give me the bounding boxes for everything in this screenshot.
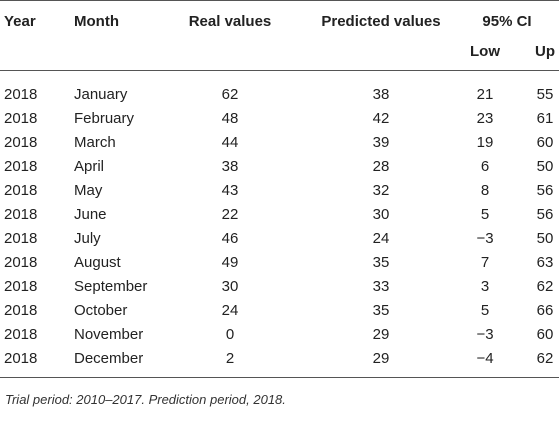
- cell-month: June: [74, 206, 107, 223]
- cell-ci-up: 61: [536, 110, 554, 127]
- cell-year: 2018: [4, 206, 38, 223]
- cell-predicted-value: 24: [372, 230, 390, 247]
- cell-predicted-value: 38: [372, 86, 390, 103]
- cell-predicted-value: 35: [372, 254, 390, 271]
- cell-ci-up: 56: [536, 206, 554, 223]
- cell-ci-low: 8: [480, 182, 490, 199]
- table-footnote: Trial period: 2010–2017. Prediction peri…: [5, 392, 286, 407]
- cell-real-value: 62: [221, 86, 239, 103]
- cell-month: December: [74, 350, 144, 367]
- cell-year: 2018: [4, 350, 38, 367]
- cell-month: May: [74, 182, 103, 199]
- cell-year: 2018: [4, 326, 38, 343]
- cell-month: April: [74, 158, 105, 175]
- cell-ci-up: 55: [536, 86, 554, 103]
- cell-year: 2018: [4, 230, 38, 247]
- cell-year: 2018: [4, 182, 38, 199]
- cell-year: 2018: [4, 134, 38, 151]
- cell-ci-up: 63: [536, 254, 554, 271]
- cell-month: March: [74, 134, 116, 151]
- header-rule: [0, 70, 559, 71]
- header-month: Month: [74, 13, 119, 30]
- cell-ci-up: 60: [536, 134, 554, 151]
- cell-ci-low: 19: [476, 134, 494, 151]
- cell-ci-low: −3: [476, 326, 494, 343]
- cell-ci-up: 62: [536, 278, 554, 295]
- cell-predicted-value: 29: [372, 326, 390, 343]
- cell-ci-low: 21: [476, 86, 494, 103]
- cell-real-value: 0: [225, 326, 235, 343]
- cell-month: August: [74, 254, 121, 271]
- cell-ci-up: 56: [536, 182, 554, 199]
- cell-ci-up: 66: [536, 302, 554, 319]
- cell-month: July: [74, 230, 101, 247]
- cell-month: January: [74, 86, 128, 103]
- cell-real-value: 24: [221, 302, 239, 319]
- header-real-values: Real values: [188, 13, 272, 30]
- cell-real-value: 30: [221, 278, 239, 295]
- header-low: Low: [470, 43, 500, 60]
- cell-ci-low: 5: [480, 206, 490, 223]
- cell-month: February: [74, 110, 135, 127]
- cell-predicted-value: 42: [372, 110, 390, 127]
- header-year: Year: [4, 13, 36, 30]
- top-rule: [0, 0, 559, 1]
- cell-month: October: [74, 302, 128, 319]
- cell-month: November: [74, 326, 144, 343]
- cell-year: 2018: [4, 86, 38, 103]
- cell-predicted-value: 35: [372, 302, 390, 319]
- cell-real-value: 22: [221, 206, 239, 223]
- header-up: Up: [535, 43, 555, 60]
- cell-ci-low: −3: [476, 230, 494, 247]
- cell-real-value: 44: [221, 134, 239, 151]
- cell-predicted-value: 30: [372, 206, 390, 223]
- cell-predicted-value: 32: [372, 182, 390, 199]
- cell-month: September: [74, 278, 148, 295]
- cell-ci-low: 6: [480, 158, 490, 175]
- cell-year: 2018: [4, 110, 38, 127]
- cell-real-value: 49: [221, 254, 239, 271]
- header-ci: 95% CI: [482, 13, 532, 30]
- cell-year: 2018: [4, 302, 38, 319]
- bottom-rule: [0, 377, 559, 378]
- cell-ci-up: 50: [536, 230, 554, 247]
- cell-ci-low: 23: [476, 110, 494, 127]
- cell-ci-low: −4: [476, 350, 494, 367]
- cell-real-value: 38: [221, 158, 239, 175]
- cell-year: 2018: [4, 278, 38, 295]
- cell-predicted-value: 29: [372, 350, 390, 367]
- cell-year: 2018: [4, 158, 38, 175]
- cell-real-value: 2: [225, 350, 235, 367]
- cell-ci-up: 50: [536, 158, 554, 175]
- cell-predicted-value: 28: [372, 158, 390, 175]
- cell-ci-low: 7: [480, 254, 490, 271]
- cell-ci-up: 62: [536, 350, 554, 367]
- cell-predicted-value: 39: [372, 134, 390, 151]
- cell-predicted-value: 33: [372, 278, 390, 295]
- header-predicted-values: Predicted values: [321, 13, 441, 30]
- cell-real-value: 48: [221, 110, 239, 127]
- cell-real-value: 43: [221, 182, 239, 199]
- cell-real-value: 46: [221, 230, 239, 247]
- cell-ci-low: 3: [480, 278, 490, 295]
- cell-year: 2018: [4, 254, 38, 271]
- cell-ci-low: 5: [480, 302, 490, 319]
- cell-ci-up: 60: [536, 326, 554, 343]
